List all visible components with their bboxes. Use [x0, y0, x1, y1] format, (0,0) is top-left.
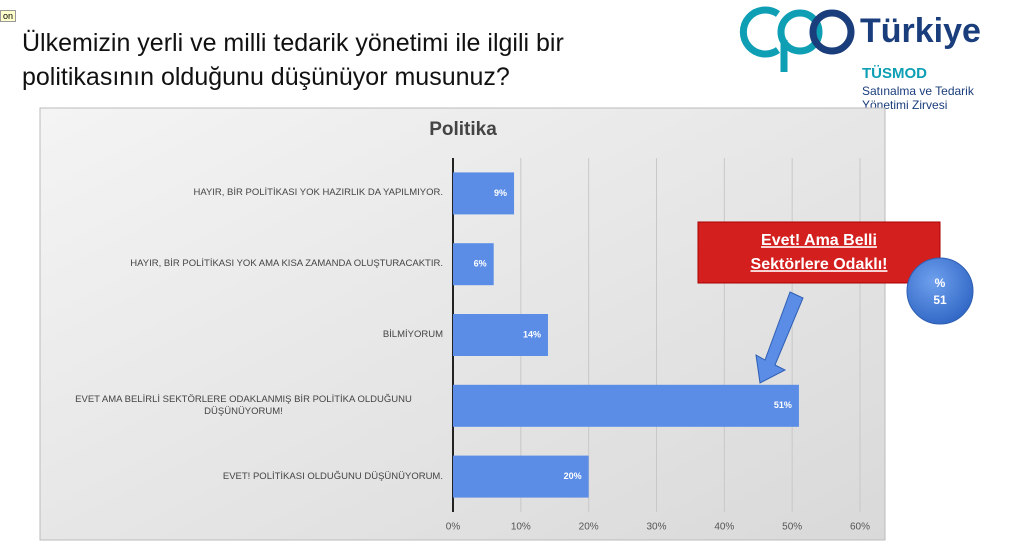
value-label: 51% [774, 400, 792, 410]
logo-o [809, 9, 855, 55]
logo: Türkiye TÜSMOD Satınalma ve Tedarik Yöne… [739, 6, 981, 112]
y-tick-label: HAYIR, BİR POLİTİKASI YOK HAZIRLIK DA YA… [40, 173, 443, 213]
callout-text: Evet! Ama Belli [761, 232, 877, 249]
y-label-box: EVET! POLİTİKASI OLDUĞUNU DÜŞÜNÜYORUM. [40, 457, 443, 497]
y-tick-label: HAYIR, BİR POLİTİKASI YOK AMA KISA ZAMAN… [40, 244, 443, 284]
logo-sub: Satınalma ve Tedarik [862, 84, 975, 98]
x-tick-label: 50% [782, 522, 802, 533]
logo-brand: Türkiye [860, 12, 981, 50]
value-label: 14% [523, 329, 541, 339]
bar [453, 455, 589, 498]
title-line: Ülkemizin yerli ve milli tedarik yönetim… [22, 29, 564, 57]
bar [453, 243, 494, 286]
x-tick-label: 0% [446, 522, 461, 533]
y-tick-label: EVET! POLİTİKASI OLDUĞUNU DÜŞÜNÜYORUM. [40, 457, 443, 497]
x-tick-label: 60% [850, 522, 870, 533]
value-label: 9% [494, 188, 507, 198]
y-tick-text: EVET! POLİTİKASI OLDUĞUNU DÜŞÜNÜYORUM. [222, 470, 443, 482]
y-label-box: HAYIR, BİR POLİTİKASI YOK AMA KISA ZAMAN… [40, 244, 443, 284]
chart-title: Politika [429, 119, 497, 140]
logo-c [739, 6, 781, 58]
callout-text: Sektörlere Odaklı! [751, 256, 888, 273]
x-tick-label: 30% [646, 522, 666, 533]
arrow [755, 291, 804, 384]
badge-symbol: % [935, 276, 946, 290]
badge [906, 257, 974, 325]
x-tick-label: 20% [579, 522, 599, 533]
y-tick-label: BİLMİYORUM [40, 315, 443, 355]
slide-title: Ülkemizin yerli ve milli tedarik yönetim… [22, 26, 564, 94]
y-label-box: HAYIR, BİR POLİTİKASI YOK HAZIRLIK DA YA… [40, 173, 443, 213]
y-tick-label: EVET AMA BELİRLİ SEKTÖRLERE ODAKLANMIŞ B… [40, 386, 443, 426]
x-tick-label: 10% [511, 522, 531, 533]
bar [453, 314, 548, 356]
title-line: politikasının olduğunu düşünüyor musunuz… [22, 63, 510, 91]
logo-o [777, 9, 823, 55]
logo-org: TÜSMOD [862, 65, 927, 82]
x-tick-label: 40% [714, 522, 734, 533]
callout-box [697, 221, 941, 284]
y-tick-text: BİLMİYORUM [382, 329, 443, 340]
y-label-box: EVET AMA BELİRLİ SEKTÖRLERE ODAKLANMIŞ B… [40, 386, 443, 426]
y-label-box: BİLMİYORUM [40, 315, 443, 355]
y-tick-text: HAYIR, BİR POLİTİKASI YOK HAZIRLIK DA YA… [193, 187, 443, 199]
value-label: 20% [564, 471, 582, 481]
corner-tag: on [0, 10, 17, 22]
y-tick-text: EVET AMA BELİRLİ SEKTÖRLERE ODAKLANMIŞ B… [75, 393, 412, 417]
badge-number: 51 [933, 293, 947, 307]
bar [453, 384, 799, 427]
value-label: 6% [474, 259, 487, 269]
y-tick-text: HAYIR, BİR POLİTİKASI YOK AMA KISA ZAMAN… [130, 258, 443, 270]
bar [453, 172, 515, 215]
